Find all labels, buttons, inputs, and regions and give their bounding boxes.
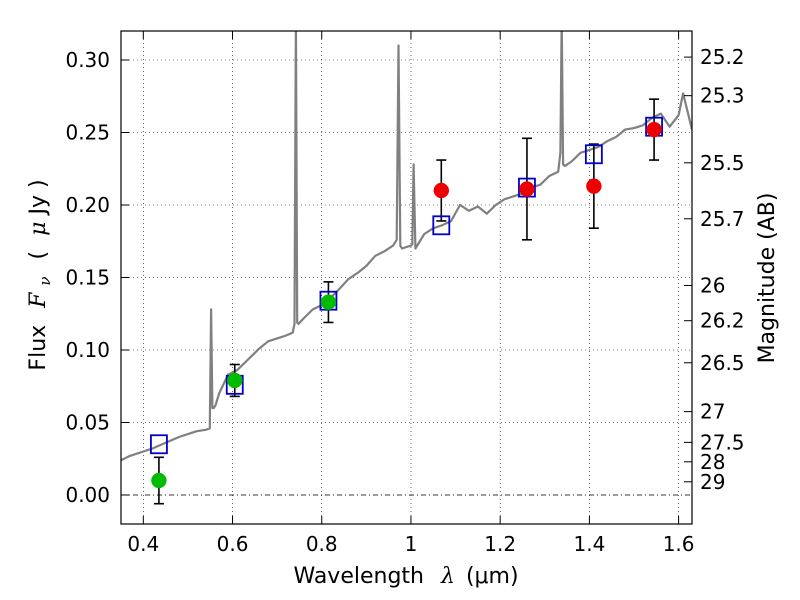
magnitude-tick-label: 27 (700, 400, 725, 424)
y-axis-label: Flux F ν ( μ Jy ) (26, 179, 56, 370)
model-square-point (584, 144, 603, 165)
y-tick-label: 0.00 (65, 483, 110, 507)
plot-area (121, 31, 692, 505)
observed-point (586, 178, 602, 194)
grid-lines (121, 31, 692, 524)
magnitude-tick-label: 28 (700, 450, 725, 474)
magnitude-tick-label: 25.5 (700, 151, 745, 175)
x-tick-label: 0.6 (217, 532, 249, 556)
magnitude-tick-label: 26.2 (700, 309, 745, 333)
x-axis-label-text: Wavelength (293, 564, 424, 589)
y-axis-label-unit-open: ( (26, 251, 51, 260)
y-tick-label: 0.15 (65, 266, 110, 290)
model-square-point (150, 434, 168, 455)
observed-point (320, 294, 337, 310)
magnitude-tick-label: 27.5 (700, 430, 745, 454)
magnitude-tick-label: 25.7 (700, 207, 745, 231)
observed-point (519, 181, 535, 197)
y-tick-label: 0.30 (65, 48, 110, 72)
x-tick-label: 1 (405, 532, 418, 556)
magnitude-tick-label: 25.2 (700, 45, 745, 69)
x-tick-label: 0.4 (127, 532, 159, 556)
y-axis-label-unit-mu: μ (26, 222, 51, 236)
y-tick-label: 0.10 (65, 338, 110, 362)
magnitude-axis-label: Magnitude (AB) (755, 193, 780, 364)
observed-point (646, 121, 662, 138)
magnitude-tick-label: 29 (700, 470, 725, 494)
axis-ticks: 0.4 0.6 0.8 1 1.2 1.4 1.6 0.00 0.05 0.10 0.15 0.20 0… (65, 31, 745, 556)
x-tick-label: 1.2 (484, 532, 516, 556)
y-tick-label: 0.25 (65, 121, 110, 145)
y-axis-label-text: Flux (26, 325, 51, 371)
magnitude-tick-label: 26.5 (700, 351, 745, 375)
observed-point (227, 372, 243, 389)
plot-frame (120, 30, 693, 525)
y-axis-label-subscript: ν (36, 276, 54, 285)
x-axis-label: Wavelength λ (μm) (293, 564, 518, 589)
y-tick-label: 0.20 (65, 193, 110, 217)
x-axis-label-unit: (μm) (466, 564, 519, 589)
magnitude-tick-label: 25.3 (700, 84, 745, 108)
spectrum-line (121, 31, 692, 462)
model-square-point (432, 215, 451, 236)
observed-point (433, 182, 450, 199)
y-axis-label-symbol: F (26, 292, 51, 309)
observed-point (151, 472, 167, 489)
y-axis-label-unit-rest: Jy ) (26, 179, 51, 216)
x-tick-label: 1.4 (573, 532, 605, 556)
x-axis-label-symbol: λ (440, 564, 455, 589)
y-tick-label: 0.05 (65, 411, 110, 435)
x-tick-label: 0.8 (306, 532, 338, 556)
x-tick-label: 1.6 (663, 532, 695, 556)
magnitude-tick-label: 26 (700, 273, 725, 297)
